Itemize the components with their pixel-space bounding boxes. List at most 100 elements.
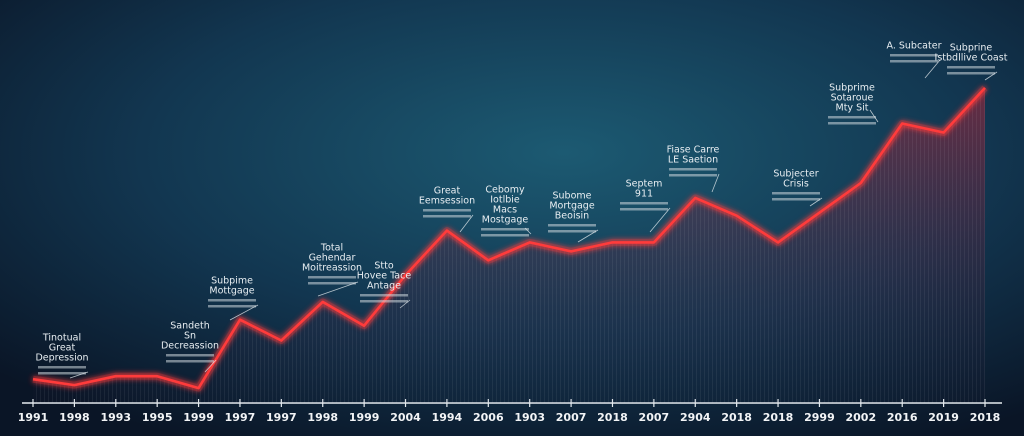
annotation-text: Crisis xyxy=(783,179,809,190)
annotation-detail xyxy=(423,215,471,218)
annotation-leader xyxy=(69,371,89,379)
annotation-text: Stto xyxy=(374,261,393,272)
x-tick-label: 2018 xyxy=(970,411,1001,424)
x-tick-label: 2018 xyxy=(597,411,628,424)
annotation-detail xyxy=(38,366,86,369)
annotation-leader xyxy=(711,173,720,193)
x-tick-label: 2018 xyxy=(721,411,752,424)
annotation-leader xyxy=(524,227,532,235)
annotation-detail xyxy=(548,230,596,233)
annotation-detail xyxy=(308,282,356,285)
annotation-leader xyxy=(924,59,941,79)
annotation-text: Sotaroue xyxy=(831,93,874,104)
annotation-leader xyxy=(869,109,879,123)
data-line xyxy=(32,87,986,390)
x-tick-label: 2904 xyxy=(680,411,711,424)
annotation-leader xyxy=(399,299,411,309)
annotation-text: Decreassion xyxy=(161,341,219,352)
x-tick-label: 1991 xyxy=(18,411,49,424)
annotation-leader xyxy=(229,304,259,321)
x-tick-label: 2002 xyxy=(846,411,877,424)
annotation-text: Mostgage xyxy=(482,215,529,226)
annotation-text: Sandeth xyxy=(170,321,210,332)
annotation-detail xyxy=(208,299,256,302)
annotation-text: A. Subcater xyxy=(887,41,942,52)
annotation-text: Subome xyxy=(553,191,592,202)
x-tick-label: 1997 xyxy=(225,411,256,424)
annotation-detail xyxy=(772,198,820,201)
x-tick-label: 2007 xyxy=(639,411,670,424)
annotation-text: Fiase Carre xyxy=(667,145,720,156)
annotation-leader xyxy=(459,214,474,233)
x-tick-label: 2018 xyxy=(763,411,794,424)
x-tick-label: 1998 xyxy=(59,411,90,424)
x-tick-label: 2999 xyxy=(804,411,835,424)
annotation-text: Great xyxy=(434,186,461,197)
annotation-text: Cebomy xyxy=(485,185,525,196)
annotation-detail xyxy=(360,294,408,297)
annotation-text: Depression xyxy=(35,353,88,364)
annotation-detail xyxy=(481,234,529,237)
x-tick-label: 2007 xyxy=(556,411,587,424)
annotation-detail xyxy=(947,72,995,75)
annotation-text: Mottgage xyxy=(209,286,254,297)
x-tick-label: 1993 xyxy=(100,411,131,424)
x-tick-label: 2006 xyxy=(473,411,504,424)
annotation-text: Mortgage xyxy=(549,201,595,212)
annotation-detail xyxy=(308,276,356,279)
annotation-text: Sn xyxy=(184,331,196,342)
annotation-leader xyxy=(204,359,217,373)
x-tick-label: 2016 xyxy=(887,411,918,424)
annotation-detail xyxy=(166,360,214,363)
annotation-leader xyxy=(809,197,823,207)
x-tick-label: 1999 xyxy=(183,411,214,424)
annotation-text: Iotlbie xyxy=(490,195,520,206)
annotation-text: Eemsession xyxy=(419,196,475,207)
annotation-text: Subpime xyxy=(211,276,253,287)
annotation-detail xyxy=(669,168,717,171)
annotation-text: 911 xyxy=(635,189,653,200)
annotation-leader xyxy=(577,229,599,243)
annotation-detail xyxy=(360,300,408,303)
annotation-detail xyxy=(890,54,938,57)
annotation-detail xyxy=(828,116,876,119)
annotation-detail xyxy=(166,354,214,357)
annotation-text: Gehendar xyxy=(309,253,356,264)
annotation-detail xyxy=(208,305,256,308)
annotation-detail xyxy=(772,192,820,195)
annotation-detail xyxy=(620,208,668,211)
annotation-detail xyxy=(890,60,938,63)
annotation-detail xyxy=(423,209,471,212)
annotation-text: Tinotual xyxy=(42,333,81,344)
annotation-text: Moitreassion xyxy=(302,263,362,274)
annotation-detail xyxy=(669,174,717,177)
x-tick-label: 1999 xyxy=(349,411,380,424)
annotation-detail xyxy=(947,66,995,69)
annotation-text: Hovee Tace xyxy=(357,271,412,282)
annotation-detail xyxy=(548,224,596,227)
x-tick-label: 1997 xyxy=(266,411,297,424)
annotation-text: Septem xyxy=(626,179,663,190)
x-tick-label: 1994 xyxy=(432,411,463,424)
annotation-text: Subprine xyxy=(950,43,993,54)
annotation-detail xyxy=(38,372,86,375)
x-tick-label: 1998 xyxy=(307,411,338,424)
annotation-detail xyxy=(620,202,668,205)
x-tick-label: 2019 xyxy=(928,411,959,424)
annotation-text: Istbdllive Coast xyxy=(935,53,1008,64)
annotation-text: Macs xyxy=(493,205,517,216)
annotation-detail xyxy=(828,122,876,125)
x-tick-label: 2004 xyxy=(390,411,421,424)
annotation-leader xyxy=(649,207,671,233)
